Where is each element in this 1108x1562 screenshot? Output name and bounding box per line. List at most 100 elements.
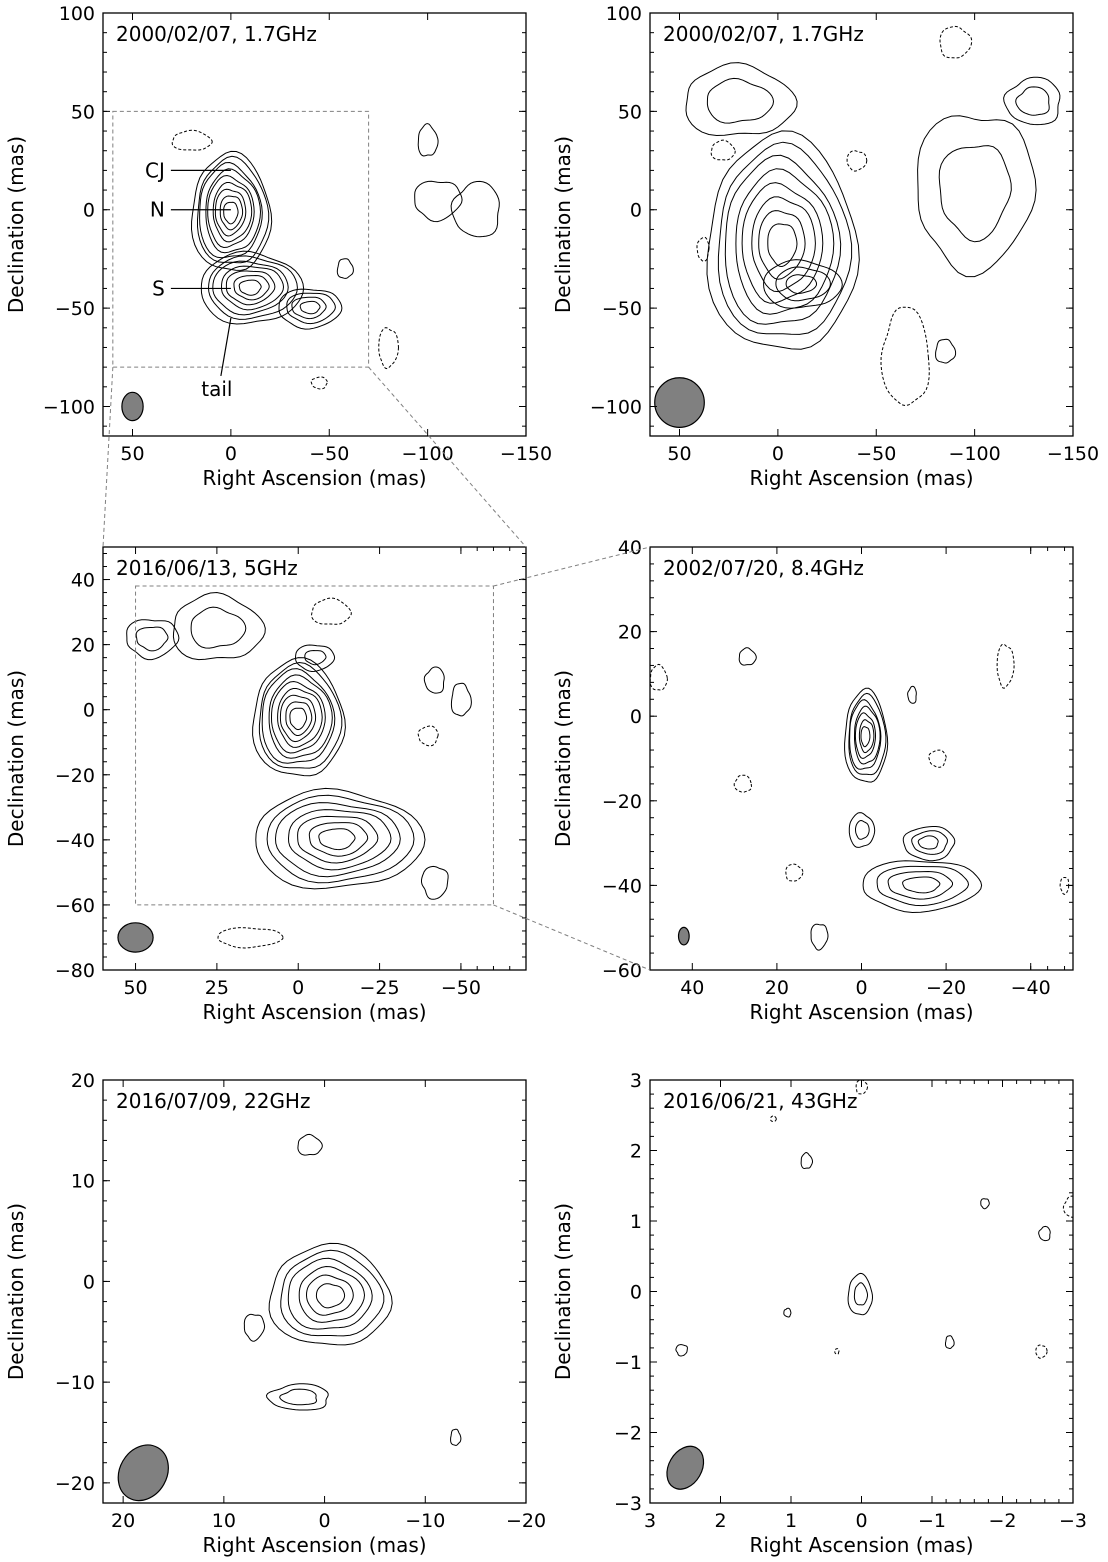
beam-ellipse — [666, 1445, 705, 1490]
y-tick-label: −20 — [602, 791, 642, 813]
x-tick-label: 25 — [205, 977, 229, 999]
contour-island — [190, 606, 247, 649]
x-tick-label: 20 — [111, 1510, 135, 1532]
contour-level — [853, 1282, 868, 1306]
panel-title: 2000/02/07, 1.7GHz — [116, 22, 317, 46]
zoom-connector — [368, 366, 527, 548]
y-tick-label: −100 — [43, 396, 95, 418]
contour-level — [848, 692, 887, 776]
y-tick-label: 20 — [618, 622, 642, 644]
contour-level — [763, 259, 843, 309]
x-tick-label: 10 — [212, 1510, 236, 1532]
x-axis-label: Right Ascension (mas) — [749, 466, 973, 490]
contour-level — [298, 1265, 366, 1323]
contour-level — [858, 719, 875, 754]
annotation-tail: tail — [201, 377, 232, 401]
x-tick-label: 0 — [292, 977, 304, 999]
contour-island — [675, 1344, 688, 1357]
contour-island — [907, 685, 917, 704]
annotation-cj: CJ — [145, 158, 165, 182]
contour-level — [286, 292, 336, 325]
contour-level — [270, 680, 326, 754]
negative-contour — [171, 129, 213, 151]
contour-level — [261, 668, 336, 764]
y-tick-label: 20 — [71, 1070, 95, 1092]
contour-level — [854, 705, 881, 765]
axes-frame — [102, 12, 527, 437]
contour-level — [735, 168, 835, 315]
plot-area — [117, 591, 472, 953]
contour-level — [741, 182, 824, 304]
x-tick-label: −40 — [1011, 977, 1051, 999]
negative-contour — [417, 725, 439, 747]
contour-level — [238, 279, 262, 296]
y-tick-label: 2 — [630, 1141, 642, 1163]
contour-island — [945, 1335, 955, 1349]
contour-island — [685, 62, 798, 137]
annotation-s: S — [152, 276, 165, 300]
contour-level — [717, 141, 853, 335]
contour-level — [220, 265, 285, 311]
y-tick-label: 3 — [630, 1070, 642, 1092]
contour-level — [252, 657, 346, 777]
x-tick-label: −150 — [500, 443, 552, 465]
contour-island — [783, 1307, 792, 1318]
contour-level — [318, 828, 356, 851]
contour-level — [190, 150, 273, 271]
negative-contour — [834, 1348, 840, 1355]
panel-2: 50 0 −50 −100 −150 −100 −50 0 50 100 Right Ascensi… — [551, 3, 1099, 490]
contour-level — [225, 270, 276, 306]
x-tick-label: −3 — [1059, 1510, 1087, 1532]
y-tick-label: −10 — [55, 1372, 95, 1394]
contour-level — [255, 787, 426, 890]
y-tick-label: −3 — [614, 1493, 642, 1515]
negative-contour — [1059, 877, 1070, 895]
contour-island — [450, 180, 500, 238]
y-axis-label: Declination (mas) — [4, 136, 28, 313]
contour-island — [421, 865, 449, 900]
y-tick-label: −40 — [55, 830, 95, 852]
y-tick-label: 40 — [71, 570, 95, 592]
contour-level — [706, 130, 860, 350]
contour-level — [274, 802, 401, 878]
contour-level — [304, 649, 327, 666]
negative-contour — [733, 774, 753, 793]
panel-title: 2000/02/07, 1.7GHz — [663, 22, 864, 46]
beam-ellipse — [117, 1444, 169, 1502]
negative-contour — [710, 139, 736, 161]
contour-level — [299, 300, 321, 315]
negative-contour — [378, 327, 400, 370]
plot-area — [666, 1080, 1073, 1490]
negative-contour — [310, 376, 328, 390]
contour-island — [800, 1151, 813, 1170]
axes-frame — [102, 546, 527, 971]
panel-title: 2002/07/20, 8.4GHz — [663, 556, 864, 580]
negative-contour — [880, 306, 930, 407]
contour-island — [1038, 1225, 1051, 1242]
axes-frame — [649, 1079, 1074, 1504]
negative-contour — [696, 236, 710, 262]
contour-level — [207, 174, 255, 249]
axes-frame — [649, 12, 1074, 437]
y-tick-label: 0 — [630, 706, 642, 728]
contour-level — [212, 182, 253, 243]
negative-contour — [1062, 1195, 1073, 1218]
x-axis-label: Right Ascension (mas) — [749, 1000, 973, 1024]
contour-island — [414, 180, 463, 223]
x-tick-label: −25 — [360, 977, 400, 999]
contour-level — [860, 726, 871, 748]
negative-contour — [996, 643, 1015, 689]
contour-level — [277, 688, 323, 748]
contour-island — [135, 626, 169, 652]
contour-level — [849, 699, 882, 770]
x-tick-label: −10 — [405, 1510, 445, 1532]
x-tick-label: 3 — [644, 1510, 656, 1532]
contour-level — [219, 195, 244, 231]
x-tick-label: −50 — [856, 443, 896, 465]
contour-island — [279, 1388, 318, 1406]
x-tick-label: 1 — [785, 1510, 797, 1532]
contour-level — [917, 835, 939, 850]
contour-level — [268, 674, 333, 759]
contour-level — [844, 687, 889, 783]
x-tick-label: 0 — [855, 977, 867, 999]
